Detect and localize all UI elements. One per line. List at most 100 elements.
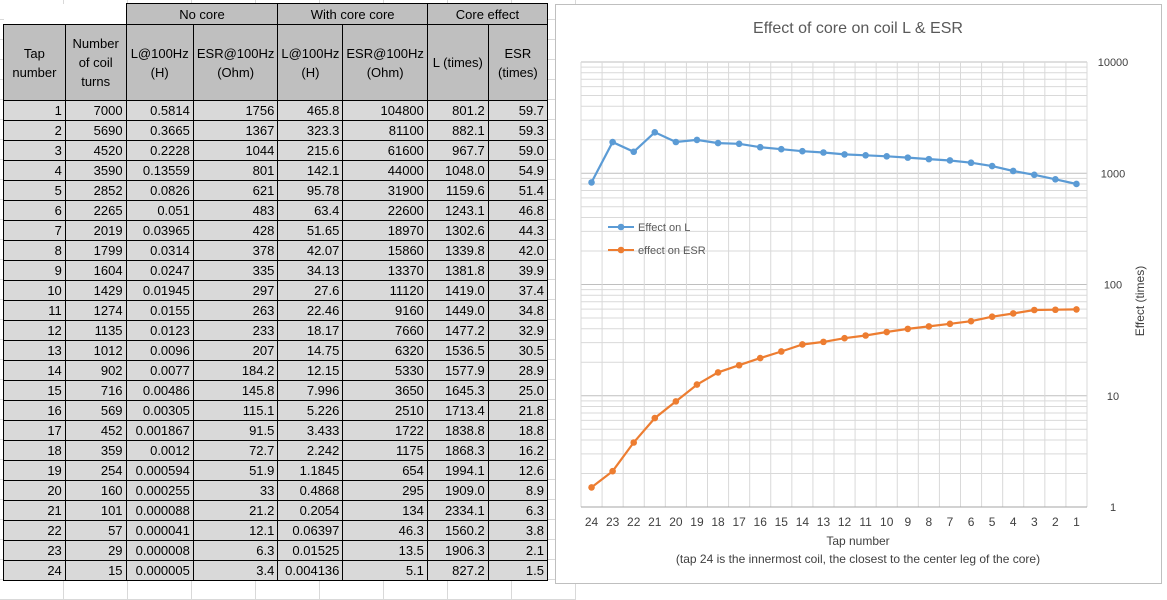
cell-esr-effect[interactable]: 2.1 xyxy=(487,540,549,561)
cell-tap[interactable]: 6 xyxy=(3,200,66,221)
cell-l-effect[interactable]: 1713.4 xyxy=(426,400,489,421)
cell-l-nocore[interactable]: 0.000008 xyxy=(125,540,194,561)
cell-l-nocore[interactable]: 0.0096 xyxy=(125,340,194,361)
cell-esr-nocore[interactable]: 91.5 xyxy=(192,420,279,441)
cell-l-effect[interactable]: 1243.1 xyxy=(426,200,489,221)
cell-turns[interactable]: 569 xyxy=(64,400,127,421)
cell-turns[interactable]: 902 xyxy=(64,360,127,381)
cell-tap[interactable]: 7 xyxy=(3,220,66,241)
cell-tap[interactable]: 18 xyxy=(3,440,66,461)
cell-tap[interactable]: 19 xyxy=(3,460,66,481)
cell-l-effect[interactable]: 1381.8 xyxy=(426,260,489,281)
cell-tap[interactable]: 9 xyxy=(3,260,66,281)
cell-l-effect[interactable]: 1645.3 xyxy=(426,380,489,401)
cell-esr-nocore[interactable]: 115.1 xyxy=(192,400,279,421)
cell-esr-core[interactable]: 44000 xyxy=(342,160,428,181)
cell-l-nocore[interactable]: 0.0314 xyxy=(125,240,194,261)
cell-l-nocore[interactable]: 0.000255 xyxy=(125,480,194,501)
cell-esr-nocore[interactable]: 3.4 xyxy=(192,560,279,581)
cell-esr-core[interactable]: 3650 xyxy=(342,380,428,401)
cell-l-core[interactable]: 14.75 xyxy=(277,340,344,361)
cell-esr-core[interactable]: 61600 xyxy=(342,140,428,161)
cell-esr-nocore[interactable]: 33 xyxy=(192,480,279,501)
cell-esr-core[interactable]: 11120 xyxy=(342,280,428,301)
cell-l-core[interactable]: 95.78 xyxy=(277,180,344,201)
cell-tap[interactable]: 17 xyxy=(3,420,66,441)
cell-esr-core[interactable]: 134 xyxy=(342,500,428,521)
cell-l-core[interactable]: 3.433 xyxy=(277,420,344,441)
cell-tap[interactable]: 16 xyxy=(3,400,66,421)
cell-l-nocore[interactable]: 0.000088 xyxy=(125,500,194,521)
cell-esr-effect[interactable]: 32.9 xyxy=(487,320,549,341)
cell-tap[interactable]: 14 xyxy=(3,360,66,381)
cell-tap[interactable]: 23 xyxy=(3,540,66,561)
cell-turns[interactable]: 7000 xyxy=(64,100,127,121)
cell-turns[interactable]: 3590 xyxy=(64,160,127,181)
cell-esr-effect[interactable]: 6.3 xyxy=(487,500,549,521)
cell-l-core[interactable]: 323.3 xyxy=(277,120,344,141)
cell-l-nocore[interactable]: 0.000594 xyxy=(125,460,194,481)
cell-esr-nocore[interactable]: 72.7 xyxy=(192,440,279,461)
cell-l-effect[interactable]: 1838.8 xyxy=(426,420,489,441)
cell-l-core[interactable]: 0.2054 xyxy=(277,500,344,521)
cell-esr-core[interactable]: 15860 xyxy=(342,240,428,261)
cell-turns[interactable]: 2852 xyxy=(64,180,127,201)
cell-l-nocore[interactable]: 0.0077 xyxy=(125,360,194,381)
cell-tap[interactable]: 24 xyxy=(3,560,66,581)
cell-tap[interactable]: 2 xyxy=(3,120,66,141)
cell-esr-effect[interactable]: 46.8 xyxy=(487,200,549,221)
cell-turns[interactable]: 57 xyxy=(64,520,127,541)
cell-esr-effect[interactable]: 59.3 xyxy=(487,120,549,141)
cell-l-nocore[interactable]: 0.00486 xyxy=(125,380,194,401)
cell-l-core[interactable]: 465.8 xyxy=(277,100,344,121)
cell-l-effect[interactable]: 882.1 xyxy=(426,120,489,141)
cell-l-core[interactable]: 142.1 xyxy=(277,160,344,181)
cell-l-effect[interactable]: 1477.2 xyxy=(426,320,489,341)
cell-l-core[interactable]: 0.01525 xyxy=(277,540,344,561)
cell-esr-nocore[interactable]: 263 xyxy=(192,300,279,321)
cell-l-effect[interactable]: 1868.3 xyxy=(426,440,489,461)
cell-l-nocore[interactable]: 0.001867 xyxy=(125,420,194,441)
cell-turns[interactable]: 359 xyxy=(64,440,127,461)
cell-l-core[interactable]: 0.06397 xyxy=(277,520,344,541)
cell-l-core[interactable]: 0.4868 xyxy=(277,480,344,501)
cell-esr-effect[interactable]: 34.8 xyxy=(487,300,549,321)
cell-tap[interactable]: 11 xyxy=(3,300,66,321)
cell-tap[interactable]: 20 xyxy=(3,480,66,501)
cell-esr-nocore[interactable]: 21.2 xyxy=(192,500,279,521)
cell-l-core[interactable]: 0.004136 xyxy=(277,560,344,581)
cell-esr-core[interactable]: 22600 xyxy=(342,200,428,221)
cell-l-core[interactable]: 12.15 xyxy=(277,360,344,381)
cell-l-nocore[interactable]: 0.0155 xyxy=(125,300,194,321)
cell-tap[interactable]: 1 xyxy=(3,100,66,121)
cell-l-core[interactable]: 34.13 xyxy=(277,260,344,281)
cell-l-nocore[interactable]: 0.2228 xyxy=(125,140,194,161)
cell-tap[interactable]: 4 xyxy=(3,160,66,181)
cell-tap[interactable]: 15 xyxy=(3,380,66,401)
cell-esr-effect[interactable]: 37.4 xyxy=(487,280,549,301)
cell-esr-nocore[interactable]: 184.2 xyxy=(192,360,279,381)
cell-l-effect[interactable]: 1449.0 xyxy=(426,300,489,321)
cell-esr-core[interactable]: 1175 xyxy=(342,440,428,461)
cell-tap[interactable]: 13 xyxy=(3,340,66,361)
cell-turns[interactable]: 1135 xyxy=(64,320,127,341)
cell-esr-nocore[interactable]: 297 xyxy=(192,280,279,301)
cell-turns[interactable]: 2265 xyxy=(64,200,127,221)
cell-esr-effect[interactable]: 12.6 xyxy=(487,460,549,481)
cell-l-effect[interactable]: 1560.2 xyxy=(426,520,489,541)
cell-turns[interactable]: 1274 xyxy=(64,300,127,321)
cell-esr-nocore[interactable]: 207 xyxy=(192,340,279,361)
cell-esr-core[interactable]: 13370 xyxy=(342,260,428,281)
cell-l-nocore[interactable]: 0.5814 xyxy=(125,100,194,121)
cell-l-effect[interactable]: 1339.8 xyxy=(426,240,489,261)
cell-esr-effect[interactable]: 16.2 xyxy=(487,440,549,461)
cell-l-nocore[interactable]: 0.0247 xyxy=(125,260,194,281)
cell-l-effect[interactable]: 1577.9 xyxy=(426,360,489,381)
cell-turns[interactable]: 101 xyxy=(64,500,127,521)
cell-esr-nocore[interactable]: 1044 xyxy=(192,140,279,161)
cell-l-effect[interactable]: 1419.0 xyxy=(426,280,489,301)
cell-tap[interactable]: 22 xyxy=(3,520,66,541)
cell-tap[interactable]: 3 xyxy=(3,140,66,161)
cell-esr-core[interactable]: 1722 xyxy=(342,420,428,441)
cell-turns[interactable]: 452 xyxy=(64,420,127,441)
